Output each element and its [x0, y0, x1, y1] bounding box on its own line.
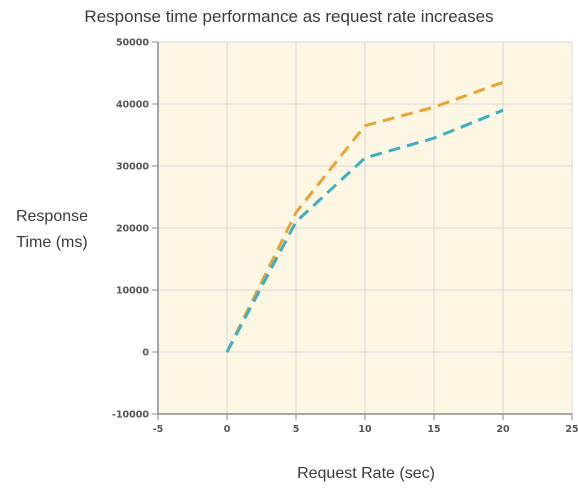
y-tick-label: 50000: [116, 38, 149, 49]
chart-title: Response time performance as request rat…: [84, 7, 493, 26]
y-axis-label-line-2: Time (ms): [16, 234, 87, 251]
series-line-2: [225, 108, 504, 353]
x-axis-label: Request Rate (sec): [297, 465, 435, 482]
x-tick-label: 15: [427, 424, 440, 435]
series-line-1: [225, 80, 504, 353]
y-tick-label: -10000: [112, 410, 149, 421]
x-tick-label: 25: [565, 424, 578, 435]
x-tick-label: 0: [224, 424, 231, 435]
x-tick-label: 20: [496, 424, 510, 435]
x-tick-label: 10: [358, 424, 372, 435]
y-axis-label-line-1: Response: [16, 208, 88, 225]
y-tick-label: 20000: [116, 224, 149, 235]
y-tick-label: 0: [142, 348, 149, 359]
y-tick-label: 40000: [116, 100, 149, 111]
y-tick-label: 30000: [116, 162, 149, 173]
x-tick-label: -5: [153, 424, 164, 435]
x-tick-label: 5: [293, 424, 300, 435]
y-tick-label: 10000: [116, 286, 149, 297]
